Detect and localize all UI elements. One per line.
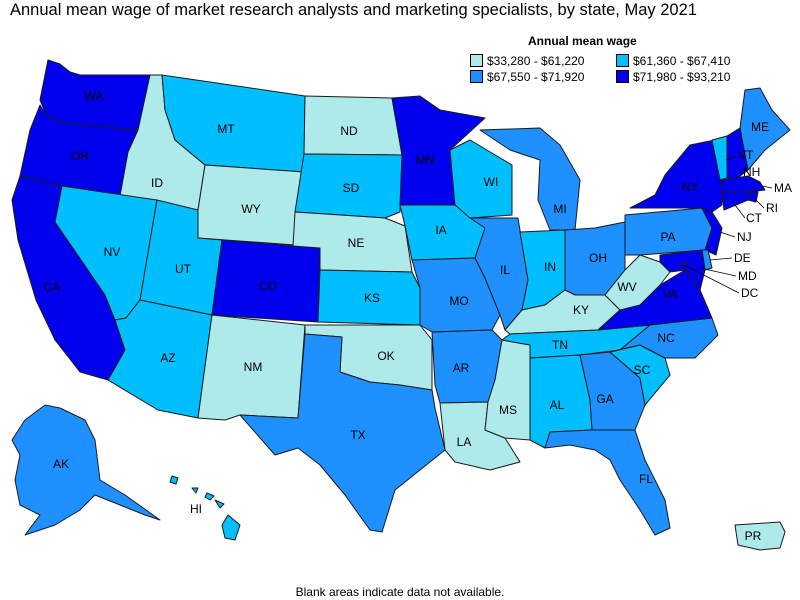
legend-item: $71,980 - $93,210 (616, 70, 730, 84)
state-ct[interactable] (721, 191, 749, 211)
state-label: TN (552, 338, 568, 352)
state-label: GA (596, 392, 613, 406)
state-label: AZ (160, 351, 175, 365)
state-label: VA (662, 287, 677, 301)
state-label: AK (53, 457, 69, 471)
state-ny[interactable] (629, 139, 723, 213)
state-label: FL (639, 472, 653, 486)
legend-item: $67,550 - $71,920 (470, 70, 584, 84)
state-pr[interactable] (734, 521, 786, 551)
state-fl[interactable] (544, 429, 671, 536)
state-label: IL (500, 263, 510, 277)
callout-lines (683, 155, 773, 294)
legend-title: Annual mean wage (528, 34, 637, 48)
legend-swatch (616, 70, 629, 83)
state-label: MS (499, 403, 517, 417)
state-label: DC (741, 286, 759, 300)
state-label: MO (449, 294, 468, 308)
state-label: NH (743, 165, 760, 179)
state-label: OK (377, 349, 394, 363)
state-label: LA (457, 435, 472, 449)
state-label: NY (682, 180, 699, 194)
state-label: PR (745, 529, 762, 543)
state-label: VT (738, 148, 754, 162)
state-label: IN (544, 260, 556, 274)
state-wi[interactable] (449, 139, 513, 219)
legend-label: $33,280 - $61,220 (487, 54, 585, 68)
legend-label: $67,550 - $71,920 (487, 70, 585, 84)
state-label: ID (151, 176, 163, 190)
state-label: MN (416, 153, 435, 167)
state-me[interactable] (739, 87, 791, 171)
state-label: OH (589, 251, 607, 265)
map-title: Annual mean wage of market research anal… (10, 1, 697, 19)
state-label: RI (766, 201, 778, 215)
state-label: OR (71, 149, 89, 163)
state-label: MI (553, 202, 566, 216)
state-label: AL (550, 398, 565, 412)
state-label: WI (484, 175, 499, 189)
state-label: SD (343, 181, 360, 195)
legend-swatch (616, 54, 629, 67)
state-md[interactable] (659, 249, 706, 291)
state-label: CO (259, 279, 277, 293)
state-label: MD (738, 269, 757, 283)
legend-swatch (470, 70, 483, 83)
state-tx[interactable] (239, 333, 446, 533)
state-label: WV (617, 280, 636, 294)
state-label: MA (774, 181, 792, 195)
state-label: KS (364, 291, 380, 305)
state-label: AR (453, 361, 470, 375)
state-sd[interactable] (294, 153, 403, 219)
state-label: WY (241, 202, 260, 216)
state-label: NE (348, 236, 365, 250)
state-label: ME (751, 120, 769, 134)
state-label: NM (244, 360, 263, 374)
legend-label: $61,360 - $67,410 (633, 54, 731, 68)
footnote: Blank areas indicate data not available. (295, 585, 505, 599)
state-label: NV (104, 245, 121, 259)
state-label: WA (85, 89, 104, 103)
state-nj[interactable] (701, 207, 723, 256)
state-label: CT (746, 211, 763, 225)
state-label: SC (634, 363, 651, 377)
state-label: DE (734, 251, 751, 265)
state-label: IA (435, 223, 446, 237)
state-label: ND (340, 124, 358, 138)
state-label: NC (657, 331, 675, 345)
legend-item: $61,360 - $67,410 (616, 54, 730, 68)
legend-swatch (470, 54, 483, 67)
state-label: KY (573, 303, 589, 317)
legend-item: $33,280 - $61,220 (470, 54, 584, 68)
state-label: TX (350, 428, 365, 442)
state-label: NJ (737, 230, 752, 244)
legend-label: $71,980 - $93,210 (633, 70, 731, 84)
state-label: MT (217, 122, 235, 136)
state-hi[interactable] (169, 475, 241, 541)
state-nh[interactable] (726, 127, 749, 181)
state-ak[interactable] (11, 404, 161, 536)
state-label: CA (44, 280, 61, 294)
state-label: PA (660, 230, 675, 244)
state-label: HI (190, 502, 202, 516)
state-label: UT (175, 262, 192, 276)
